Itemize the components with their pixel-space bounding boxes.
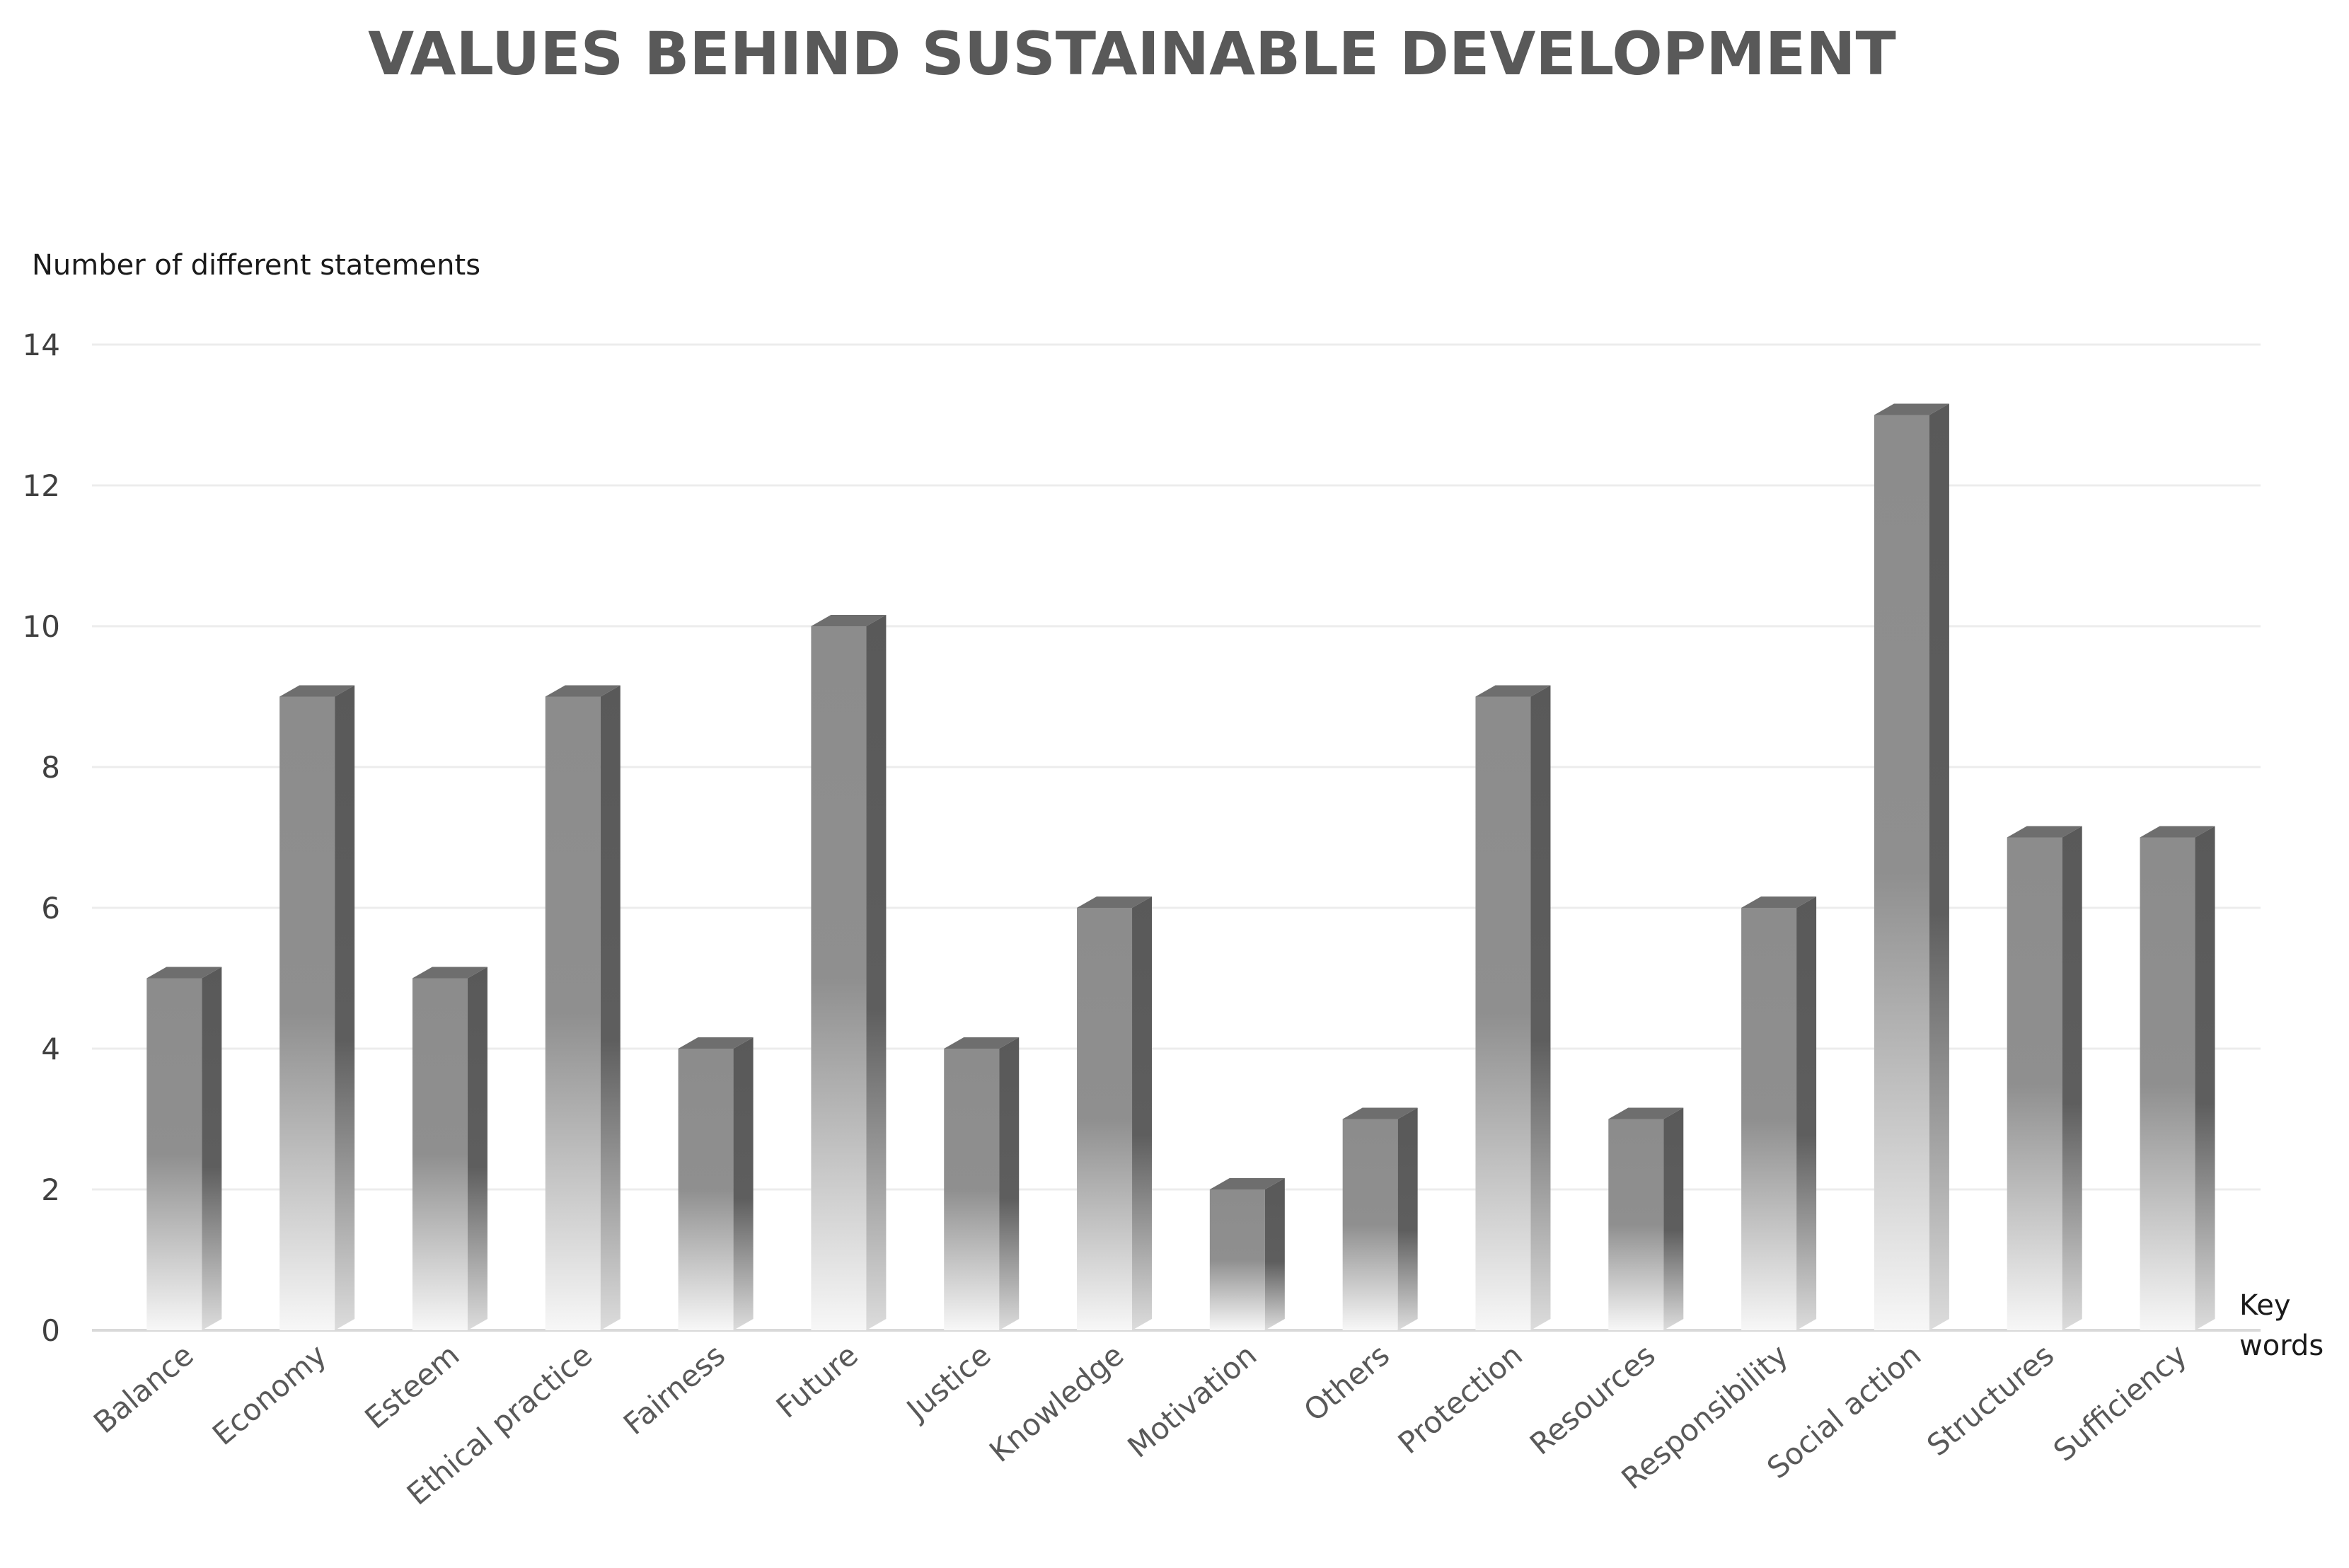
y-tick-label: 12 bbox=[23, 468, 60, 503]
bar-front-face bbox=[412, 978, 468, 1330]
bar-top-face bbox=[811, 615, 887, 626]
bar-social-action bbox=[1874, 403, 1949, 1330]
bar-top-face bbox=[1077, 897, 1153, 908]
bar-side-face bbox=[2195, 826, 2215, 1330]
bar-front-face bbox=[2007, 837, 2062, 1330]
bar-front-face bbox=[1741, 908, 1797, 1330]
bar-knowledge bbox=[1077, 897, 1153, 1330]
bar-side-face bbox=[1132, 897, 1153, 1330]
x-tick-label: Sufficiency bbox=[2047, 1337, 2193, 1468]
y-tick-label: 0 bbox=[41, 1313, 60, 1348]
bar-side-face bbox=[1929, 403, 1949, 1330]
y-tick-label: 14 bbox=[23, 328, 60, 362]
bar-front-face bbox=[279, 696, 335, 1330]
x-tick-label: Protection bbox=[1392, 1337, 1529, 1460]
x-tick-label: Justice bbox=[899, 1337, 997, 1428]
y-axis-label: Number of different statements bbox=[32, 249, 480, 282]
bar-ethical-practice bbox=[545, 685, 621, 1330]
bar-front-face bbox=[1209, 1189, 1265, 1330]
bar-responsibility bbox=[1741, 897, 1817, 1330]
bar-top-face bbox=[1342, 1107, 1418, 1119]
bar-protection bbox=[1475, 685, 1551, 1330]
x-tick-label: Knowledge bbox=[983, 1337, 1130, 1469]
y-axis-ticks: 0 2 4 6 8 10 12 14 bbox=[23, 328, 60, 1348]
bars bbox=[146, 403, 2215, 1330]
bar-side-face bbox=[2062, 826, 2082, 1330]
x-axis-label-line2: words bbox=[2239, 1330, 2324, 1362]
x-axis-label-line1: Key bbox=[2239, 1289, 2291, 1322]
bar-top-face bbox=[2140, 826, 2215, 838]
bar-top-face bbox=[412, 967, 487, 979]
bar-top-face bbox=[279, 685, 355, 697]
bar-sufficiency bbox=[2140, 826, 2215, 1330]
bar-side-face bbox=[202, 967, 222, 1330]
bar-side-face bbox=[1663, 1107, 1684, 1330]
bar-top-face bbox=[146, 967, 222, 979]
bar-balance bbox=[146, 967, 222, 1330]
x-tick-label: Fairness bbox=[617, 1337, 732, 1441]
bar-top-face bbox=[545, 685, 621, 697]
bar-esteem bbox=[412, 967, 487, 1330]
x-tick-label: Others bbox=[1297, 1337, 1396, 1428]
bar-front-face bbox=[146, 978, 202, 1330]
y-tick-label: 2 bbox=[41, 1172, 60, 1207]
bar-others bbox=[1342, 1107, 1418, 1330]
x-tick-label: Economy bbox=[206, 1337, 333, 1452]
bar-top-face bbox=[678, 1037, 754, 1049]
bar-side-face bbox=[999, 1037, 1020, 1330]
bar-side-face bbox=[1796, 897, 1817, 1330]
bar-top-face bbox=[1741, 897, 1817, 908]
y-tick-label: 6 bbox=[41, 891, 60, 926]
bar-future bbox=[811, 615, 887, 1330]
bar-resources bbox=[1608, 1107, 1684, 1330]
bar-top-face bbox=[1608, 1107, 1684, 1119]
bar-side-face bbox=[1530, 685, 1551, 1330]
bar-justice bbox=[944, 1037, 1020, 1330]
bar-motivation bbox=[1209, 1178, 1285, 1330]
x-tick-label: Future bbox=[770, 1337, 865, 1425]
bar-side-face bbox=[600, 685, 621, 1330]
bar-front-face bbox=[1077, 908, 1133, 1330]
y-tick-label: 10 bbox=[23, 609, 60, 644]
x-tick-label: Structures bbox=[1920, 1337, 2060, 1463]
bar-side-face bbox=[866, 615, 887, 1330]
y-tick-label: 8 bbox=[41, 750, 60, 785]
bar-structures bbox=[2007, 826, 2082, 1330]
bar-top-face bbox=[1874, 403, 1949, 415]
bar-top-face bbox=[2007, 826, 2082, 838]
bar-top-face bbox=[944, 1037, 1020, 1049]
bar-front-face bbox=[811, 626, 867, 1330]
bar-side-face bbox=[1397, 1107, 1418, 1330]
bar-fairness bbox=[678, 1037, 754, 1330]
y-tick-label: 4 bbox=[41, 1032, 60, 1066]
bar-economy bbox=[279, 685, 355, 1330]
x-tick-label: Resources bbox=[1523, 1337, 1662, 1461]
bar-front-face bbox=[1874, 415, 1929, 1330]
x-tick-label: Esteem bbox=[358, 1337, 466, 1436]
bar-side-face bbox=[1264, 1178, 1285, 1330]
bar-side-face bbox=[733, 1037, 754, 1330]
bar-front-face bbox=[2140, 837, 2195, 1330]
x-tick-label: Motivation bbox=[1121, 1337, 1263, 1465]
bar-side-face bbox=[467, 967, 487, 1330]
bar-front-face bbox=[1342, 1119, 1398, 1330]
bar-front-face bbox=[944, 1049, 1000, 1330]
chart-title: VALUES BEHIND SUSTAINABLE DEVELOPMENT bbox=[368, 19, 1896, 88]
bar-top-face bbox=[1475, 685, 1551, 697]
bar-front-face bbox=[1475, 696, 1531, 1330]
bar-top-face bbox=[1209, 1178, 1285, 1189]
bar-front-face bbox=[545, 696, 601, 1330]
bar-front-face bbox=[1608, 1119, 1664, 1330]
bar-front-face bbox=[678, 1049, 734, 1330]
x-tick-label: Balance bbox=[87, 1337, 200, 1440]
bar-side-face bbox=[335, 685, 355, 1330]
